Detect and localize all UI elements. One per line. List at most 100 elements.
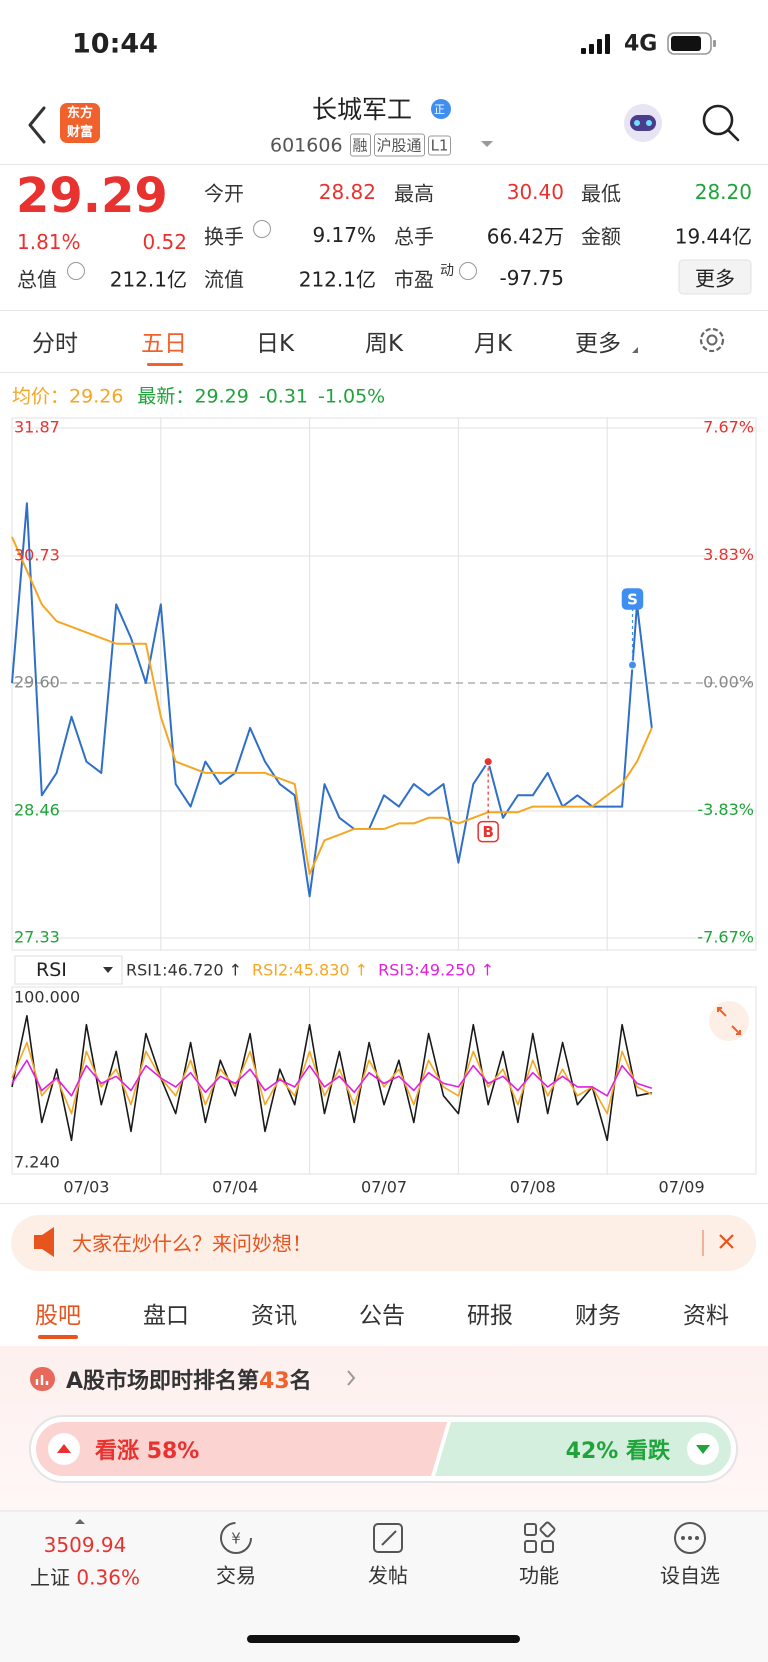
section-tab[interactable]: 研报 (467, 1303, 513, 1329)
info-icon[interactable] (459, 262, 477, 280)
svg-text:¥: ¥ (231, 1530, 241, 1548)
nav-item[interactable]: 功能 (519, 1563, 559, 1588)
legend-entry: RSI2:45.830 ↑ (252, 960, 369, 980)
settings-icon[interactable] (699, 327, 725, 353)
field-label: 金额 (581, 224, 621, 249)
more-caret (632, 347, 638, 353)
y2-tick-label: -3.83% (697, 800, 754, 819)
index-line[interactable]: 上证 0.36% (30, 1562, 140, 1591)
info-icon[interactable] (253, 220, 271, 238)
tab-underline (147, 363, 183, 366)
legend-entry: RSI3:49.250 ↑ (378, 960, 495, 980)
banner-bg (11, 1215, 756, 1271)
robot-avatar[interactable] (624, 104, 662, 142)
y-tick-label: 29.60 (14, 673, 60, 692)
search-icon[interactable] (702, 104, 740, 142)
ranking-prefix: A股市场即时排名第 (66, 1369, 260, 1394)
section-tab[interactable]: 盘口 (143, 1303, 189, 1329)
period-tab-active[interactable]: 五日 (141, 331, 187, 357)
bull-text[interactable]: 看涨 58% (95, 1433, 199, 1465)
bull-bar (36, 1422, 448, 1476)
trade-icon[interactable]: ¥ (220, 1522, 252, 1554)
info-icon[interactable] (67, 262, 85, 280)
index-change: 0.36% (76, 1565, 140, 1590)
stock-name: 长城军工 (312, 95, 413, 124)
period-tab[interactable]: 分时 (32, 331, 78, 357)
series-line (11, 1059, 653, 1097)
field-value: 212.1亿 (109, 267, 187, 292)
bear-text[interactable]: 42% 看跌 (566, 1433, 670, 1465)
field-label: 最低 (581, 181, 621, 206)
nav-item[interactable]: 设自选 (660, 1563, 720, 1588)
ranking-text[interactable]: A股市场即时排名第43名 (66, 1363, 312, 1395)
field-label: 换手 (204, 224, 244, 249)
latest-label: 最新： (137, 385, 195, 408)
period-tab[interactable]: 周K (364, 331, 404, 357)
x-tick-label: 07/03 (63, 1178, 109, 1197)
field-label: 流值 (204, 267, 244, 292)
bear-pct: 42% (565, 1439, 619, 1464)
divider (0, 1203, 768, 1204)
section-tab[interactable]: 公告 (359, 1303, 405, 1329)
ranking-number: 43 (259, 1369, 290, 1394)
logo-line: 东方 (66, 106, 93, 121)
section-tab[interactable]: 财务 (575, 1303, 621, 1329)
close-icon[interactable] (719, 1234, 734, 1249)
indicator-select[interactable]: RSI (36, 959, 67, 981)
marker-badge (477, 820, 499, 843)
section-tab-active[interactable]: 股吧 (35, 1303, 81, 1329)
change-pct: 1.81% (17, 230, 81, 254)
tag: L1 (427, 135, 452, 155)
y-tick-label: 7.240 (14, 1153, 60, 1172)
avg-value: 29.26 (69, 385, 124, 408)
field-label: 市盈 (394, 267, 434, 292)
logo: 东方 财富 (60, 104, 100, 142)
period-tab[interactable]: 日K (255, 331, 295, 357)
ranking-chevron[interactable] (347, 1370, 356, 1386)
back-icon[interactable] (28, 106, 46, 144)
signal-icon (581, 34, 610, 54)
field-label: 最高 (394, 181, 434, 206)
rsi-legend: RSI1:46.720 ↑ RSI2:45.830 ↑ RSI3:49.250 ↑ (126, 961, 494, 980)
marker-dot (627, 660, 637, 670)
function-icon[interactable] (524, 1521, 556, 1553)
dropdown-icon[interactable] (481, 141, 493, 147)
y-tick-label: 28.46 (14, 801, 60, 820)
watchlist-icon[interactable] (674, 1522, 706, 1554)
banner-text[interactable]: 大家在炒什么？来问妙想！ (72, 1231, 312, 1256)
expand-icon[interactable] (709, 1001, 749, 1041)
select-caret (103, 967, 113, 973)
indicator-select-bg[interactable] (14, 955, 123, 985)
section-tab[interactable]: 资讯 (251, 1303, 297, 1329)
status-time: 10:44 (72, 28, 158, 60)
post-icon[interactable] (373, 1523, 403, 1553)
period-tab[interactable]: 月K (473, 331, 513, 357)
bull-arrow (57, 1444, 71, 1453)
logo-line: 财富 (66, 125, 93, 140)
more-button[interactable]: 更多 (695, 266, 735, 291)
index-caret (75, 1519, 85, 1524)
field-value: 9.17% (312, 223, 376, 247)
x-tick-label: 07/04 (212, 1178, 258, 1197)
info-line: 均价：29.26 最新：29.29 -0.31 -1.05% (12, 382, 385, 409)
code-row: 601606 融 沪股通 L1 (270, 133, 452, 157)
nav-item[interactable]: 发帖 (368, 1563, 408, 1588)
series-line (11, 536, 653, 875)
bear-bar (435, 1422, 731, 1476)
y2-tick-label: 7.67% (703, 418, 754, 437)
megaphone-icon (34, 1227, 54, 1257)
index-value[interactable]: 3509.94 (43, 1533, 127, 1557)
field-sup: 动 (440, 263, 454, 279)
index-name: 上证 (30, 1565, 71, 1590)
home-indicator (247, 1635, 520, 1643)
y2-tick-label: 0.00% (703, 673, 754, 692)
y-tick-label: 100.000 (14, 988, 80, 1007)
more-button-bg[interactable] (678, 259, 752, 295)
section-tab[interactable]: 资料 (683, 1303, 729, 1329)
battery-icon (667, 32, 716, 55)
period-tab[interactable]: 更多 (575, 331, 621, 357)
badge-bg (431, 99, 451, 119)
nav-item[interactable]: 交易 (216, 1563, 256, 1588)
